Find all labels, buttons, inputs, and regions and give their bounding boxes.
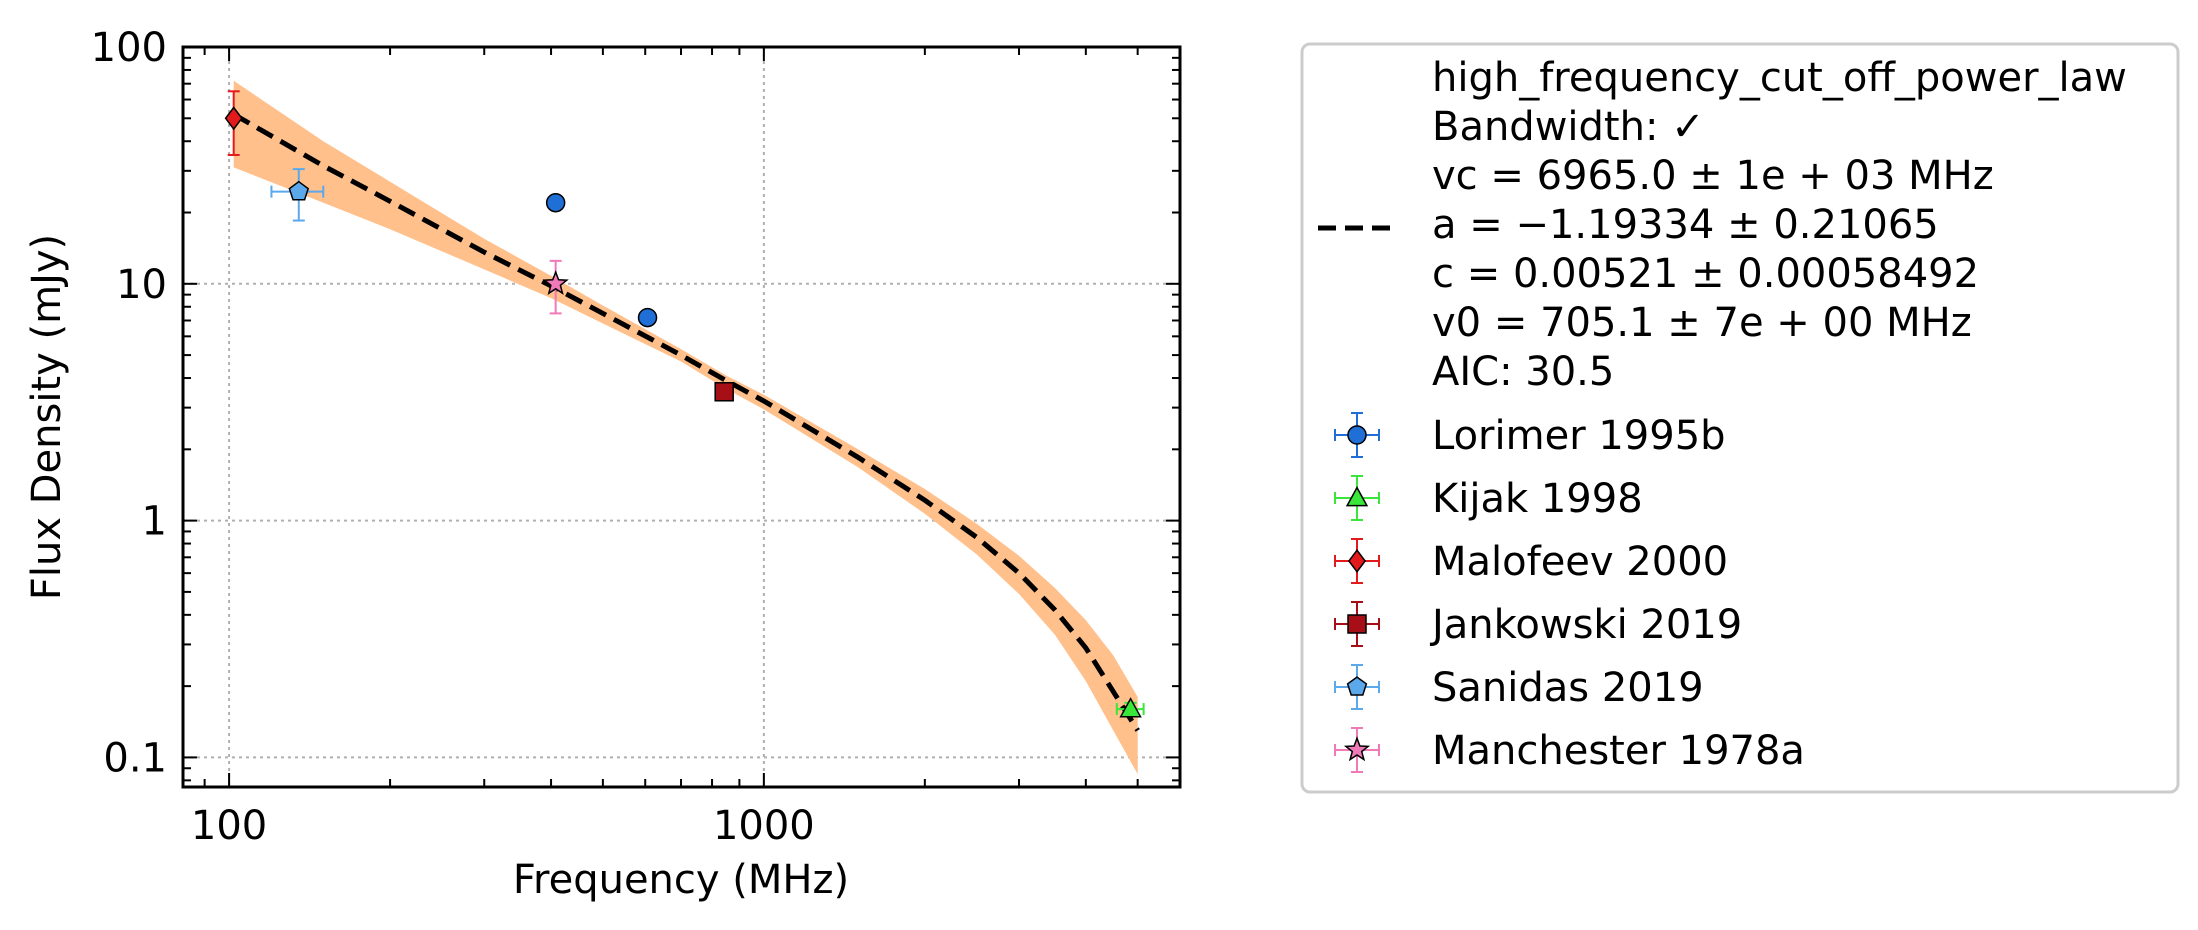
legend-entry: Sanidas 2019 xyxy=(1334,664,1704,711)
data-point xyxy=(542,270,569,296)
y-tick-label: 100 xyxy=(91,25,167,71)
legend-fit-line: a = −1.19334 ± 0.21065 xyxy=(1432,202,1939,248)
legend-fit-line: Bandwidth: ✓ xyxy=(1432,104,1705,150)
legend-fit-line: high_frequency_cut_off_power_law xyxy=(1432,55,2127,101)
legend-label: Jankowski 2019 xyxy=(1429,602,1742,648)
legend-marker xyxy=(1347,548,1367,574)
legend-series-entries: Lorimer 1995b Kijak 1998 Malofeev 2000 Jank… xyxy=(1334,412,1805,774)
y-tick-label: 10 xyxy=(116,262,167,308)
data-point xyxy=(637,307,658,328)
legend-fit-entry: high_frequency_cut_off_power_lawBandwidt… xyxy=(1318,55,2127,395)
data-point xyxy=(714,382,734,402)
legend-marker xyxy=(1345,486,1369,507)
legend-label: Lorimer 1995b xyxy=(1432,413,1726,459)
y-axis-label: Flux Density (mJy) xyxy=(24,234,70,600)
legend-fit-line: v0 = 705.1 ± 7e + 00 MHz xyxy=(1432,300,1972,346)
fit-curve xyxy=(232,112,1140,732)
legend-label: Manchester 1978a xyxy=(1432,728,1805,774)
legend-marker xyxy=(1347,425,1367,445)
legend-label: Kijak 1998 xyxy=(1432,476,1643,522)
legend-entry: Jankowski 2019 xyxy=(1334,601,1742,648)
legend-frame xyxy=(1300,42,2180,794)
fit-uncertainty-band xyxy=(233,80,1138,775)
series-jankowski-2019 xyxy=(714,382,734,402)
legend-entry: Manchester 1978a xyxy=(1334,727,1805,774)
data-point xyxy=(224,106,243,131)
legend-entry: Malofeev 2000 xyxy=(1334,538,1728,585)
x-tick-label: 100 xyxy=(191,803,267,849)
y-tick-label: 1 xyxy=(142,499,167,545)
legend-label: Sanidas 2019 xyxy=(1432,665,1704,711)
y-tick-label: 0.1 xyxy=(103,735,167,781)
data-point xyxy=(545,192,566,213)
axis-ticks xyxy=(183,46,1181,787)
fit-band xyxy=(233,80,1138,775)
legend-marker xyxy=(1343,736,1371,762)
legend-fit-line: AIC: 30.5 xyxy=(1432,349,1614,395)
legend-entry: Lorimer 1995b xyxy=(1334,412,1726,459)
fit-line xyxy=(232,112,1140,732)
series-kijak-1998 xyxy=(1115,697,1145,718)
legend-marker xyxy=(1347,614,1367,634)
x-tick-label: 1000 xyxy=(713,803,815,849)
legend-entry: Kijak 1998 xyxy=(1334,475,1643,522)
legend-fit-line: vc = 6965.0 ± 1e + 03 MHz xyxy=(1432,153,1994,199)
legend-marker xyxy=(1346,676,1368,696)
legend-label: Malofeev 2000 xyxy=(1432,539,1728,585)
series-sanidas-2019 xyxy=(270,168,325,222)
data-point xyxy=(288,180,310,201)
x-axis-label: Frequency (MHz) xyxy=(513,857,849,903)
data-point xyxy=(1119,697,1142,718)
series-manchester-1978a xyxy=(542,259,569,315)
series-malofeev-2000 xyxy=(224,90,243,156)
legend: high_frequency_cut_off_power_lawBandwidt… xyxy=(1300,42,2180,794)
tick-labels: 100 1000 100 10 1 0.1 xyxy=(91,25,815,849)
legend-fit-line: c = 0.00521 ± 0.00058492 xyxy=(1432,251,1979,297)
data-points xyxy=(224,90,1145,718)
series-lorimer-1995b xyxy=(545,192,658,328)
